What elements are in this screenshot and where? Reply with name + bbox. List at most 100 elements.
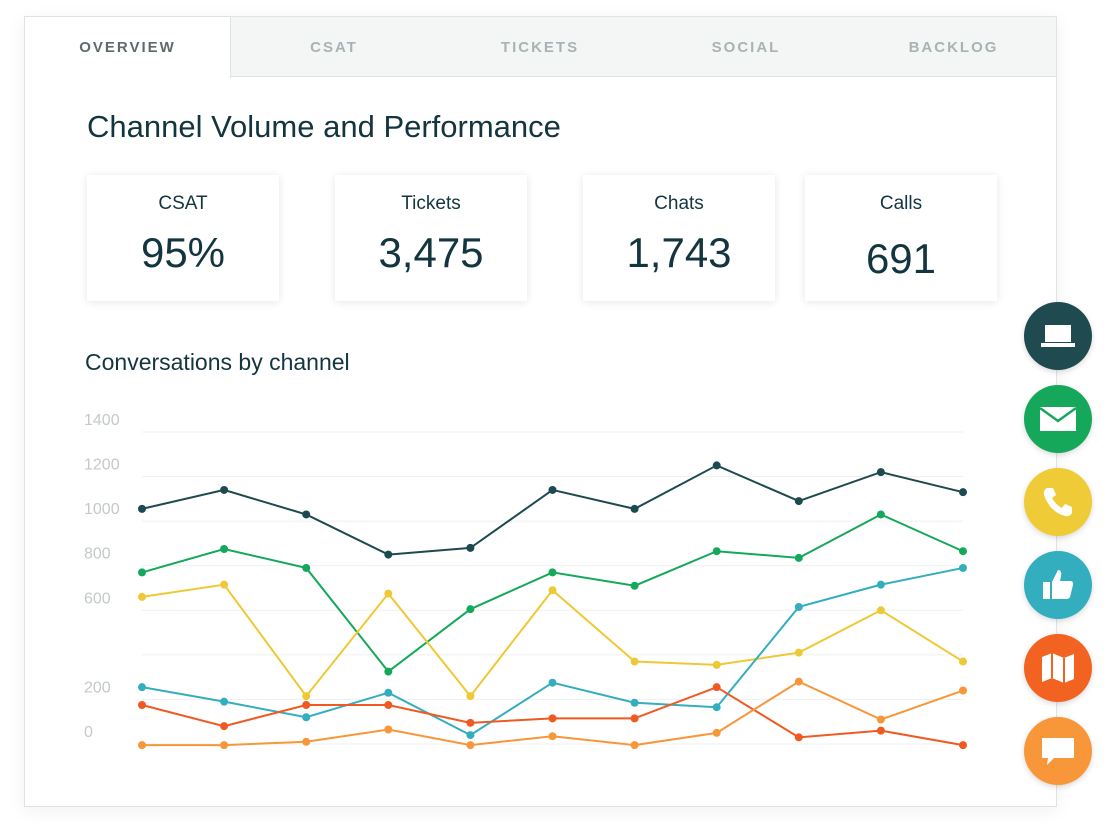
data-point xyxy=(138,741,146,750)
data-point xyxy=(138,701,146,709)
data-point xyxy=(630,657,639,666)
data-point xyxy=(220,722,229,731)
series-line xyxy=(141,464,964,556)
data-point xyxy=(302,692,311,701)
metric-label: CSAT xyxy=(158,193,208,214)
series-1 xyxy=(138,461,967,559)
series-6 xyxy=(138,677,967,750)
y-tick-label: 1400 xyxy=(84,412,120,429)
data-point xyxy=(466,731,475,740)
data-point xyxy=(630,698,639,707)
data-point xyxy=(220,545,229,553)
data-point xyxy=(548,732,557,741)
y-tick-label: 0 xyxy=(84,724,93,741)
data-point xyxy=(138,683,146,692)
y-tick-label: 600 xyxy=(84,590,111,607)
data-point xyxy=(794,602,803,611)
phone-channel-button[interactable] xyxy=(1024,468,1092,536)
data-point xyxy=(138,504,146,513)
data-point xyxy=(876,510,885,519)
data-point xyxy=(466,741,475,750)
data-point xyxy=(384,688,393,697)
data-point xyxy=(466,718,475,727)
data-point xyxy=(876,606,885,615)
data-point xyxy=(712,660,721,669)
y-tick-label: 200 xyxy=(84,679,111,696)
metric-card-tickets: Tickets 3,475 xyxy=(335,175,527,301)
laptop-channel-button[interactable] xyxy=(1024,302,1092,370)
data-point xyxy=(876,726,885,735)
data-point xyxy=(794,553,803,562)
data-point xyxy=(384,589,393,598)
metric-value: 3,475 xyxy=(378,229,484,276)
data-point xyxy=(630,714,639,723)
mail-icon xyxy=(1039,406,1077,431)
data-point xyxy=(630,581,639,590)
data-point xyxy=(220,697,229,706)
data-point xyxy=(712,461,721,470)
data-point xyxy=(712,683,721,692)
data-point xyxy=(466,543,475,552)
metric-card-chats: Chats 1,743 xyxy=(583,175,775,301)
data-point xyxy=(384,701,393,709)
data-point xyxy=(712,703,721,712)
data-point xyxy=(302,737,311,746)
data-point xyxy=(794,677,803,686)
data-point xyxy=(138,568,146,577)
data-point xyxy=(220,485,229,494)
data-point xyxy=(548,485,557,494)
series-5 xyxy=(138,683,967,750)
email-channel-button[interactable] xyxy=(1024,385,1092,453)
tab-bar: OVERVIEW CSAT TICKETS SOCIAL BACKLOG xyxy=(25,17,1056,78)
page-title: Channel Volume and Performance xyxy=(87,109,561,144)
chat-channel-button[interactable] xyxy=(1024,717,1092,785)
data-point xyxy=(959,547,967,556)
data-point xyxy=(712,728,721,737)
y-tick-label: 1000 xyxy=(84,501,120,518)
data-point xyxy=(384,725,393,734)
data-point xyxy=(630,741,639,750)
tab-tickets[interactable]: TICKETS xyxy=(500,39,580,56)
tab-backlog[interactable]: BACKLOG xyxy=(908,39,999,56)
social-channel-button[interactable] xyxy=(1024,551,1092,619)
chat-icon xyxy=(1042,738,1074,765)
data-point xyxy=(302,701,311,709)
tab-csat[interactable]: CSAT xyxy=(310,39,358,56)
data-point xyxy=(302,713,311,722)
data-point xyxy=(712,547,721,556)
data-point xyxy=(794,648,803,657)
metric-value: 1,743 xyxy=(626,229,732,276)
tab-social[interactable]: SOCIAL xyxy=(711,39,781,56)
laptop-icon xyxy=(1041,325,1075,347)
thumbs-up-icon xyxy=(1043,570,1074,599)
data-point xyxy=(959,741,967,750)
data-point xyxy=(466,605,475,614)
data-point xyxy=(794,497,803,506)
metric-label: Calls xyxy=(879,193,923,214)
metric-value: 95% xyxy=(140,229,226,276)
data-point xyxy=(220,580,229,589)
metric-card-csat: CSAT 95% xyxy=(87,175,279,301)
map-icon xyxy=(1042,653,1074,683)
data-point xyxy=(959,657,967,666)
data-point xyxy=(220,741,229,750)
tab-overview[interactable]: OVERVIEW xyxy=(25,17,231,78)
data-point xyxy=(876,580,885,589)
data-point xyxy=(138,592,146,601)
data-point xyxy=(876,468,885,477)
map-channel-button[interactable] xyxy=(1024,634,1092,702)
data-point xyxy=(548,678,557,687)
data-point xyxy=(794,733,803,742)
data-point xyxy=(466,692,475,701)
series-3 xyxy=(138,580,967,701)
data-point xyxy=(302,563,311,572)
metric-card-calls: Calls 691 xyxy=(805,175,997,301)
data-point xyxy=(876,715,885,724)
data-point xyxy=(384,550,393,559)
data-point xyxy=(302,510,311,519)
data-point xyxy=(630,504,639,513)
data-point xyxy=(548,714,557,723)
chart-title: Conversations by channel xyxy=(85,349,350,375)
data-point xyxy=(959,563,967,572)
